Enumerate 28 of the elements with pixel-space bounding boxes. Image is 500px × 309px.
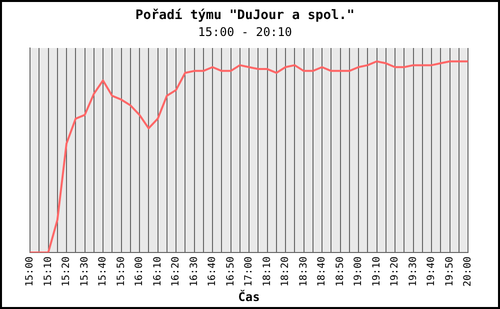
x-tick-label: 19:40 <box>426 256 438 287</box>
x-tick-label: 15:30 <box>79 256 90 287</box>
x-tick-label: 18:40 <box>316 256 328 287</box>
x-tick-label: 15:20 <box>61 256 72 287</box>
x-tick-label: 19:00 <box>353 256 364 287</box>
x-tick-label: 18:30 <box>298 256 310 287</box>
x-tick-label: 19:10 <box>371 256 382 287</box>
x-tick-label: 15:10 <box>42 256 54 287</box>
x-tick-label: 18:20 <box>280 256 292 287</box>
x-tick-label: 16:50 <box>225 256 236 287</box>
x-tick-label: 15:50 <box>116 256 127 287</box>
x-tick-label: 19:20 <box>390 256 401 287</box>
x-tick-label: 18:10 <box>262 256 273 287</box>
x-axis-title: Čas <box>238 288 260 304</box>
x-tick-label: 16:20 <box>170 256 182 287</box>
x-tick-label: 15:40 <box>98 256 109 287</box>
x-tick-label: 16:40 <box>207 256 218 287</box>
x-tick-label: 19:30 <box>408 256 419 287</box>
x-tick-label: 20:00 <box>462 256 474 287</box>
x-tick-label: 16:00 <box>134 256 146 287</box>
x-tick-label: 15:00 <box>24 256 36 287</box>
chart-subtitle: 15:00 - 20:10 <box>198 24 292 39</box>
x-tick-label: 16:10 <box>152 256 164 287</box>
x-tick-label: 16:30 <box>188 256 200 287</box>
x-tick-label: 19:50 <box>444 256 456 287</box>
x-tick-label: 17:00 <box>244 256 255 287</box>
chart-title: Pořadí týmu "DuJour a spol." <box>135 8 355 24</box>
x-tick-label: 18:50 <box>334 256 346 287</box>
